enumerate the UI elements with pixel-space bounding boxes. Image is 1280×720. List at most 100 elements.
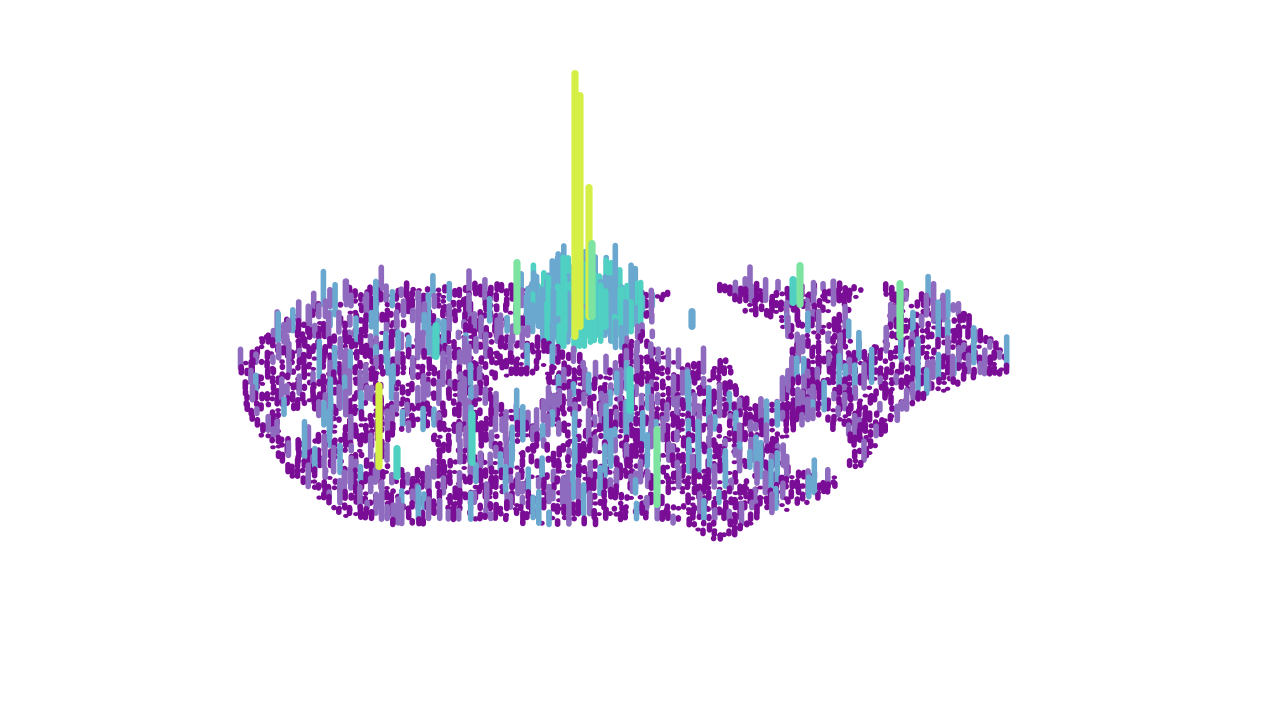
density-column — [779, 482, 786, 501]
density-column — [442, 426, 448, 433]
density-column — [352, 406, 358, 417]
density-column — [270, 426, 276, 439]
density-column — [504, 499, 510, 512]
peak-column — [560, 274, 568, 334]
density-column — [597, 374, 604, 380]
density-column — [956, 344, 962, 366]
density-column — [488, 482, 495, 490]
peak-column — [588, 240, 596, 320]
density-column — [608, 427, 614, 469]
density-column — [889, 330, 895, 339]
density-column — [586, 442, 593, 454]
density-column — [384, 307, 391, 313]
density-column — [389, 328, 395, 340]
density-column — [847, 393, 854, 403]
density-column — [468, 385, 474, 403]
density-column — [607, 389, 613, 407]
density-column — [961, 324, 967, 329]
density-column — [477, 514, 483, 522]
density-column — [930, 296, 937, 324]
density-column — [706, 434, 712, 450]
density-column — [924, 327, 931, 335]
density-column — [779, 291, 785, 297]
density-column — [342, 447, 348, 453]
density-column — [659, 479, 666, 485]
peak-column — [393, 445, 401, 480]
peak-column — [601, 288, 609, 330]
density-column — [585, 418, 592, 444]
density-column — [467, 474, 473, 485]
density-column — [716, 367, 722, 375]
density-column — [742, 429, 748, 443]
density-column — [388, 336, 395, 350]
density-column — [492, 461, 498, 466]
density-column — [384, 311, 390, 318]
density-column — [785, 367, 791, 396]
density-column — [529, 302, 536, 335]
density-column — [242, 360, 249, 366]
density-column — [764, 443, 771, 454]
density-column — [856, 447, 863, 455]
peak-column — [796, 262, 804, 308]
density-column — [435, 480, 441, 490]
density-column — [431, 458, 437, 480]
density-column — [835, 405, 841, 418]
density-column — [757, 485, 764, 490]
density-column — [951, 317, 958, 324]
density-column — [442, 284, 448, 294]
density-column — [887, 301, 894, 325]
density-column — [936, 376, 942, 386]
density-column — [701, 497, 707, 522]
density-column — [457, 493, 463, 506]
density-column — [852, 384, 859, 401]
density-column — [378, 353, 384, 366]
density-column — [416, 516, 422, 527]
density-column — [321, 429, 327, 434]
density-column — [925, 320, 931, 329]
density-column — [410, 355, 416, 381]
density-column — [492, 491, 499, 500]
density-column — [826, 351, 832, 370]
density-column — [716, 480, 723, 485]
density-column — [779, 374, 786, 403]
density-column — [278, 376, 285, 403]
density-column — [821, 379, 827, 413]
density-column — [556, 445, 562, 458]
density-column — [440, 294, 447, 299]
density-column — [747, 302, 753, 307]
density-column — [951, 333, 957, 344]
density-column — [473, 462, 479, 485]
density-column — [514, 438, 521, 444]
density-column — [265, 413, 271, 433]
density-column — [710, 368, 717, 381]
density-column — [981, 362, 988, 377]
density-column — [821, 289, 828, 302]
density-column — [400, 364, 407, 372]
density-column — [244, 393, 250, 402]
density-column — [301, 383, 308, 392]
density-column — [866, 410, 873, 423]
density-column — [752, 297, 758, 308]
density-column — [633, 415, 639, 427]
density-column — [910, 309, 916, 335]
density-column — [524, 324, 531, 339]
density-column — [815, 410, 822, 418]
density-column — [457, 437, 463, 465]
density-column — [456, 349, 463, 370]
density-column — [446, 303, 452, 333]
density-column — [348, 413, 354, 443]
density-column — [649, 328, 656, 340]
density-column — [861, 348, 868, 361]
density-column — [409, 307, 416, 324]
density-column — [398, 400, 405, 407]
density-column — [285, 317, 292, 334]
density-column — [757, 494, 763, 507]
density-column — [857, 459, 864, 468]
density-column — [549, 363, 555, 375]
density-column — [754, 509, 760, 521]
density-column — [773, 299, 780, 309]
density-column — [508, 442, 515, 470]
density-column — [861, 438, 867, 463]
